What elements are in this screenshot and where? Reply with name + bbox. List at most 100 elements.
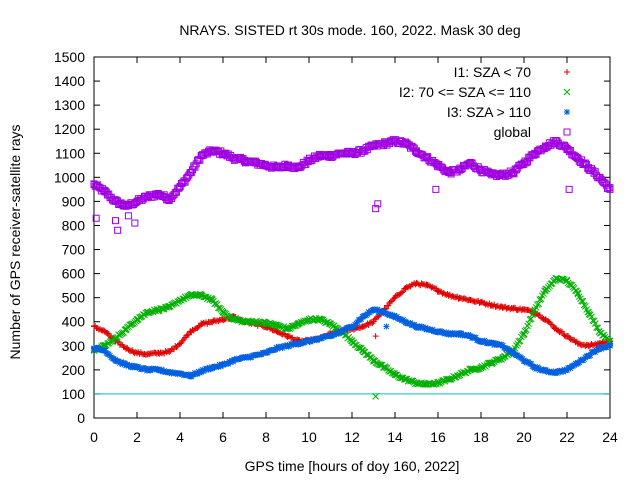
data-point (195, 323, 202, 330)
data-point (181, 178, 189, 186)
data-point (248, 157, 256, 165)
outlier-point (112, 217, 119, 225)
outlier-point (372, 392, 380, 400)
legend-marker (563, 88, 571, 96)
data-point (200, 151, 208, 159)
data-point (453, 168, 461, 176)
data-point (527, 315, 535, 323)
x-tick-label: 6 (219, 429, 227, 445)
data-point (593, 324, 600, 331)
x-tick-label: 18 (473, 429, 489, 445)
data-point (302, 338, 309, 345)
data-point (596, 174, 604, 182)
data-point (360, 313, 367, 320)
data-point (584, 164, 592, 172)
data-point (421, 381, 429, 388)
data-point (390, 295, 397, 302)
data-point (601, 179, 609, 187)
data-point (583, 161, 591, 169)
data-point (317, 316, 324, 323)
data-point (237, 153, 245, 161)
legend-label: I1: SZA < 70 (454, 64, 532, 80)
data-point (164, 195, 172, 203)
y-tick-label: 0 (77, 410, 85, 426)
x-tick-label: 24 (602, 429, 618, 445)
data-point (579, 298, 587, 305)
data-point (535, 365, 542, 372)
data-point (158, 305, 166, 312)
data-point (376, 361, 384, 369)
data-point (599, 177, 607, 185)
data-point (143, 367, 150, 374)
y-tick-label: 1200 (54, 121, 85, 137)
data-point (547, 141, 555, 149)
data-point (538, 145, 546, 153)
data-point (272, 346, 279, 353)
data-point (299, 158, 307, 166)
data-point (194, 370, 201, 377)
legend: I1: SZA < 70 I2: 70 <= SZA <= 110 I3: SZA … (399, 64, 571, 140)
data-point (595, 346, 602, 353)
data-point (594, 324, 602, 332)
y-tick-label: 1100 (55, 145, 85, 161)
data-point (192, 160, 200, 168)
data-point (588, 313, 595, 321)
y-tick-label: 300 (62, 338, 86, 354)
data-point (499, 342, 506, 349)
data-point (285, 324, 292, 332)
data-point (184, 173, 192, 181)
y-tick-label: 700 (62, 242, 86, 258)
x-tick-label: 16 (430, 429, 446, 445)
axis-ticks: 0100200300400500600700800900100011001200… (54, 49, 618, 445)
data-point (350, 150, 358, 158)
data-point (225, 360, 232, 367)
data-point (385, 302, 392, 309)
series-i2-70-sza-110 (90, 274, 614, 388)
data-point (579, 161, 587, 169)
data-point (573, 154, 581, 162)
data-point (407, 377, 414, 385)
data-point (362, 351, 370, 359)
data-point (164, 303, 172, 310)
data-point (600, 179, 608, 187)
data-point (511, 165, 519, 173)
outlier-point (92, 214, 100, 222)
data-point (224, 313, 232, 321)
data-point (516, 337, 524, 345)
y-tick-label: 1000 (54, 169, 85, 185)
data-point (409, 143, 417, 151)
data-point (453, 372, 461, 379)
data-point (500, 171, 508, 179)
data-point (590, 169, 598, 177)
data-point (173, 188, 181, 196)
x-tick-label: 20 (516, 429, 532, 445)
outlier-point (131, 219, 139, 227)
data-point (357, 149, 365, 157)
data-point (179, 179, 187, 187)
outlier-point (432, 185, 440, 193)
legend-marker (564, 69, 570, 75)
data-point (531, 151, 539, 159)
y-tick-label: 200 (62, 362, 86, 378)
data-point (195, 156, 203, 164)
data-point (604, 185, 612, 193)
data-point (374, 306, 381, 313)
x-tick-label: 8 (262, 429, 270, 445)
x-axis-label: GPS time [hours of doy 160, 2022] (245, 458, 460, 474)
series-global (90, 136, 614, 210)
data-point (361, 147, 369, 155)
y-tick-label: 900 (62, 193, 86, 209)
data-point (543, 143, 551, 151)
data-point (581, 159, 589, 167)
data-point (553, 137, 561, 145)
data-point (329, 153, 337, 161)
data-point (118, 358, 125, 365)
data-point (97, 187, 105, 195)
data-point (543, 285, 551, 293)
data-point (121, 360, 128, 367)
legend-label: I3: SZA > 110 (447, 104, 531, 120)
data-point (528, 360, 535, 367)
series-i3-sza-110 (91, 306, 613, 380)
data-point (166, 193, 174, 201)
